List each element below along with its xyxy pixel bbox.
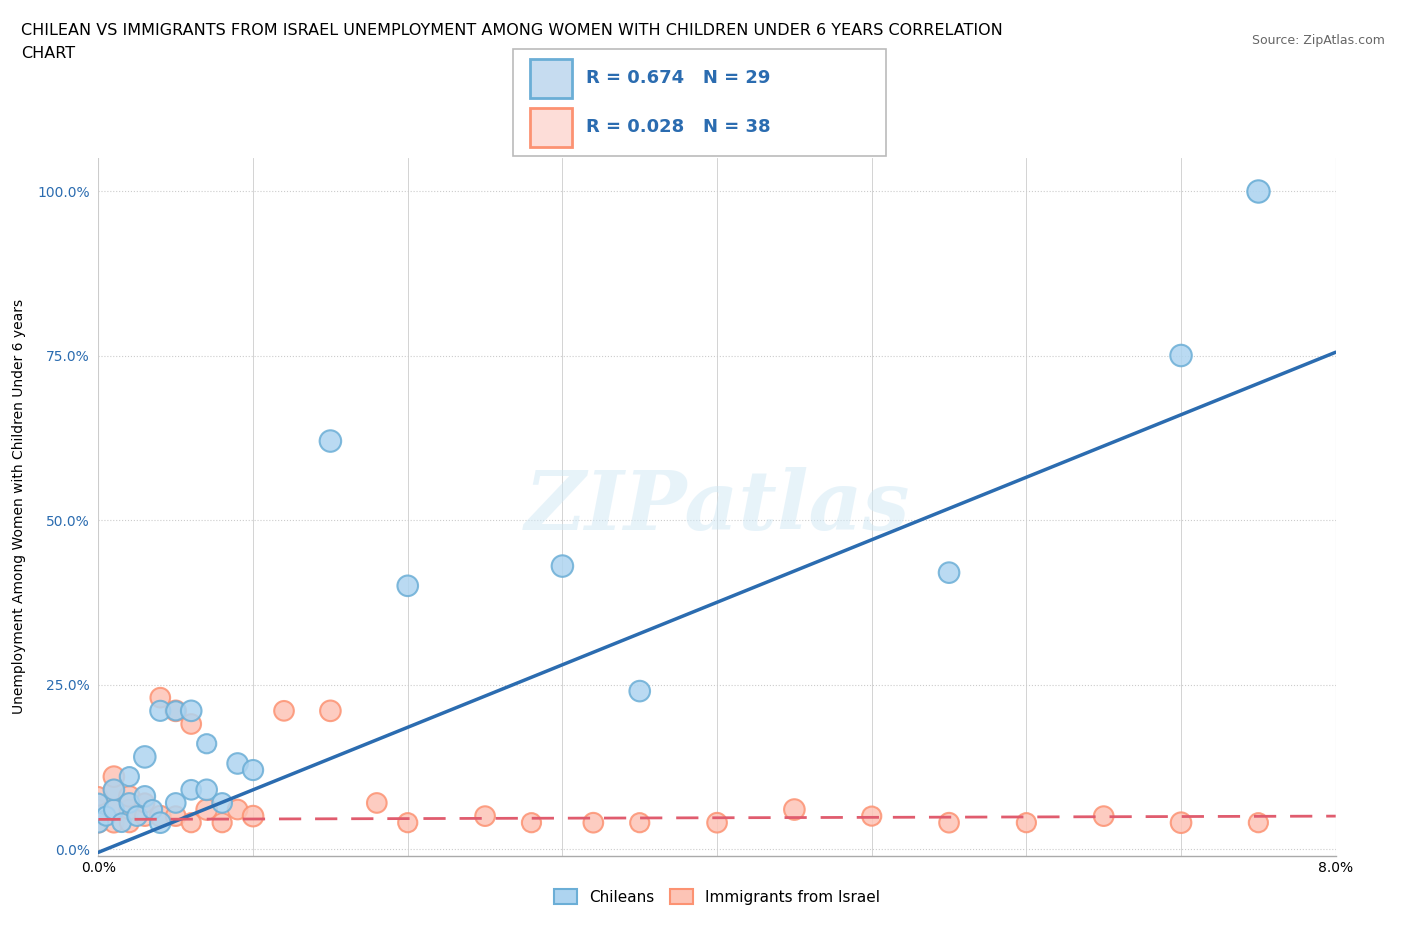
Point: [118, 802, 141, 817]
Point: [87, 816, 110, 830]
Point: [783, 802, 806, 817]
Point: [860, 809, 883, 824]
Point: [628, 684, 651, 698]
Point: [118, 816, 141, 830]
Point: [1247, 816, 1270, 830]
Point: [111, 816, 132, 830]
Point: [195, 782, 218, 797]
Point: [149, 690, 172, 705]
Point: [103, 782, 125, 797]
Point: [180, 703, 202, 718]
Point: [141, 802, 165, 817]
Point: [319, 433, 342, 448]
Point: [242, 809, 264, 824]
Point: [1170, 816, 1192, 830]
Point: [149, 703, 172, 718]
Point: [242, 763, 264, 777]
Point: [87, 802, 110, 817]
Text: R = 0.674   N = 29: R = 0.674 N = 29: [586, 69, 770, 87]
Point: [396, 816, 419, 830]
Point: [938, 565, 960, 580]
Point: [551, 559, 574, 574]
Point: [103, 802, 125, 817]
Point: [1015, 816, 1038, 830]
Point: [118, 769, 141, 784]
Point: [165, 809, 187, 824]
Point: [396, 578, 419, 593]
Point: [211, 816, 233, 830]
Point: [938, 816, 960, 830]
Point: [195, 802, 218, 817]
Point: [226, 756, 249, 771]
Point: [118, 789, 141, 804]
Y-axis label: Unemployment Among Women with Children Under 6 years: Unemployment Among Women with Children U…: [13, 299, 27, 714]
Point: [180, 716, 202, 731]
Point: [1170, 348, 1192, 363]
Point: [87, 816, 110, 830]
Point: [1247, 183, 1270, 198]
Point: [474, 809, 496, 824]
Point: [211, 795, 233, 810]
Point: [127, 809, 149, 824]
Point: [87, 795, 110, 810]
Point: [1092, 809, 1115, 824]
Point: [134, 809, 156, 824]
Point: [180, 816, 202, 830]
Point: [628, 816, 651, 830]
Text: Source: ZipAtlas.com: Source: ZipAtlas.com: [1251, 34, 1385, 47]
Point: [520, 816, 543, 830]
Point: [149, 809, 172, 824]
Point: [180, 782, 202, 797]
Point: [165, 703, 187, 718]
Legend: Chileans, Immigrants from Israel: Chileans, Immigrants from Israel: [548, 883, 886, 910]
Point: [103, 769, 125, 784]
Point: [195, 737, 218, 751]
Point: [273, 703, 295, 718]
Point: [366, 795, 388, 810]
Text: R = 0.028   N = 38: R = 0.028 N = 38: [586, 118, 770, 137]
Point: [96, 809, 118, 824]
Text: ZIPatlas: ZIPatlas: [524, 467, 910, 547]
Point: [165, 795, 187, 810]
Point: [165, 703, 187, 718]
Point: [134, 750, 156, 764]
Point: [134, 795, 156, 810]
Point: [103, 816, 125, 830]
Point: [319, 703, 342, 718]
Point: [103, 802, 125, 817]
Text: CHART: CHART: [21, 46, 75, 61]
Point: [582, 816, 605, 830]
Point: [118, 795, 141, 810]
Text: CHILEAN VS IMMIGRANTS FROM ISRAEL UNEMPLOYMENT AMONG WOMEN WITH CHILDREN UNDER 6: CHILEAN VS IMMIGRANTS FROM ISRAEL UNEMPL…: [21, 23, 1002, 38]
Point: [149, 816, 172, 830]
Point: [226, 802, 249, 817]
Point: [706, 816, 728, 830]
Point: [134, 789, 156, 804]
Point: [103, 782, 125, 797]
Point: [87, 789, 110, 804]
